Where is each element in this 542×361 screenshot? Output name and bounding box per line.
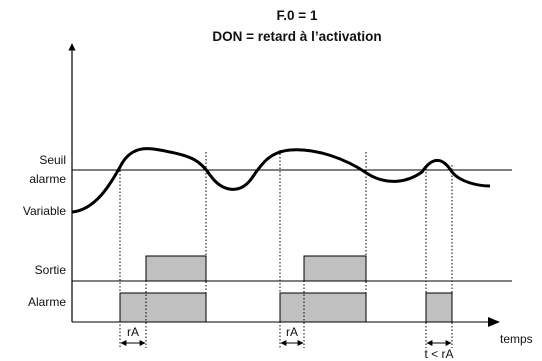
variable-curve — [71, 147, 491, 214]
label-t-lt-ra: t < rA — [424, 347, 453, 361]
time-axis-arrow — [488, 317, 500, 327]
label-sortie: Sortie — [35, 263, 67, 277]
dotted-guides — [119, 150, 453, 348]
title-line-2: DON = retard à l’activation — [212, 29, 381, 44]
title-line-1: F.0 = 1 — [277, 8, 318, 23]
label-ra-1: rA — [127, 325, 139, 339]
sortie-pulse-2 — [303, 255, 367, 282]
label-ra-2: rA — [286, 325, 298, 339]
label-seuil: Seuil — [39, 153, 66, 167]
label-alarme-threshold: alarme — [29, 172, 66, 186]
alarme-pulse-3 — [425, 292, 453, 323]
label-alarme-row: Alarme — [28, 295, 66, 309]
label-variable: Variable — [23, 204, 66, 218]
alarme-pulse-1 — [119, 292, 207, 323]
alarme-pulse-2 — [279, 292, 367, 323]
label-temps: temps — [500, 332, 533, 346]
sortie-pulse-1 — [145, 255, 207, 282]
